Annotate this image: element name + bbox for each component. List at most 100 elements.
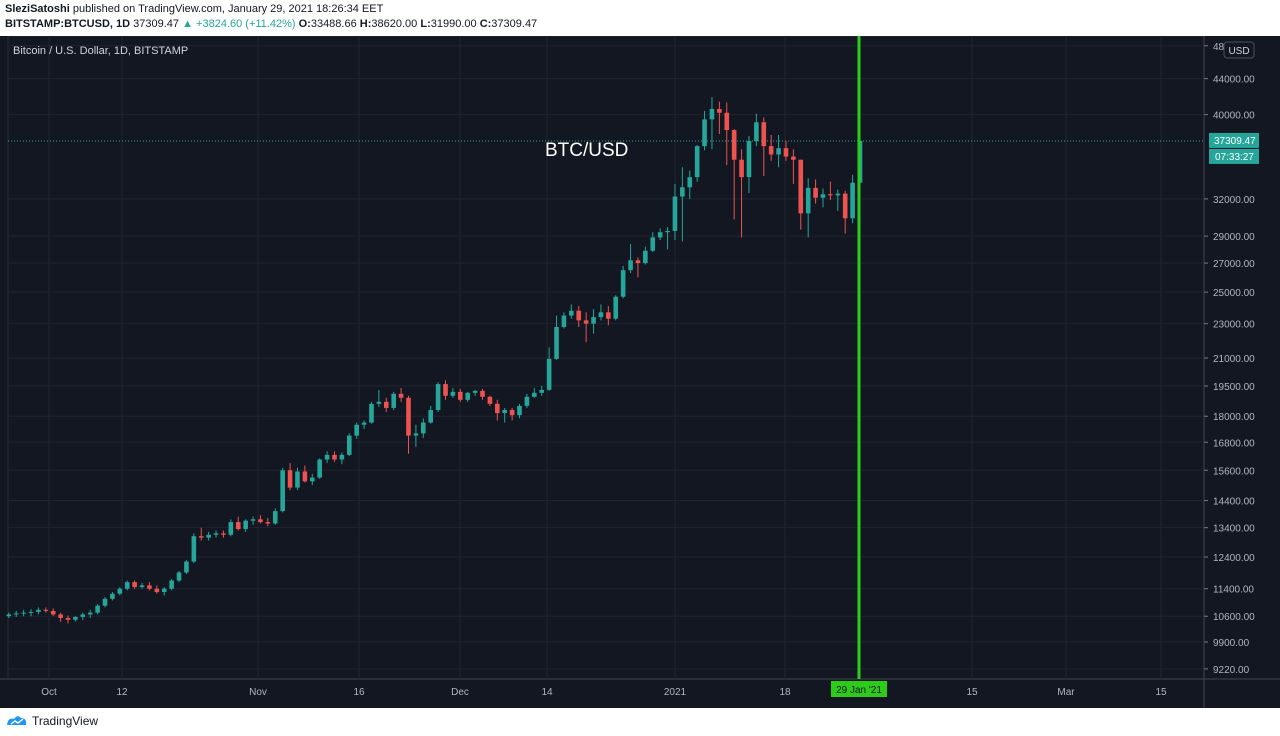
countdown-badge-label: 07:33:27 bbox=[1215, 152, 1254, 163]
candle bbox=[413, 424, 419, 447]
candle-body bbox=[583, 320, 589, 324]
candle bbox=[124, 580, 130, 591]
x-tick-label: 2021 bbox=[664, 687, 687, 698]
candle-body bbox=[458, 391, 463, 400]
price-axis[interactable]: 48000.0044000.0040000.0032000.0029000.00… bbox=[1204, 42, 1255, 676]
candle bbox=[383, 397, 389, 413]
candle-body bbox=[413, 433, 419, 436]
candle-body bbox=[332, 454, 337, 460]
x-tick-label: 14 bbox=[541, 687, 553, 698]
candle-body bbox=[798, 159, 804, 214]
tradingview-logo[interactable]: TradingView bbox=[6, 714, 98, 728]
candle-body bbox=[21, 612, 26, 614]
candle bbox=[850, 174, 855, 224]
candle-body bbox=[546, 358, 552, 390]
candle-body bbox=[776, 148, 781, 155]
candle-body bbox=[110, 593, 115, 599]
candle bbox=[176, 570, 182, 583]
candle bbox=[687, 170, 693, 199]
candle bbox=[791, 149, 796, 184]
candle bbox=[546, 347, 552, 391]
candle-body bbox=[820, 194, 826, 198]
candle bbox=[458, 388, 463, 402]
x-tick-label: Mar bbox=[1057, 687, 1075, 698]
candle bbox=[36, 607, 41, 615]
candle bbox=[813, 179, 818, 204]
candle bbox=[828, 181, 833, 201]
open-value: 33488.66 bbox=[310, 18, 357, 30]
candle-body bbox=[532, 392, 537, 397]
candle bbox=[635, 257, 641, 278]
candle-body bbox=[717, 109, 722, 113]
candle-body bbox=[13, 613, 19, 615]
candle bbox=[480, 388, 485, 400]
candle-body bbox=[783, 148, 789, 157]
candle bbox=[472, 389, 478, 396]
candle-body bbox=[465, 392, 471, 400]
candle bbox=[43, 607, 49, 613]
candle-body bbox=[176, 572, 182, 581]
candle-body bbox=[258, 519, 263, 523]
candle bbox=[761, 117, 767, 177]
candle bbox=[435, 382, 441, 413]
candle bbox=[21, 609, 26, 617]
candle-body bbox=[302, 471, 308, 482]
chart-area[interactable]: 48000.0044000.0040000.0032000.0029000.00… bbox=[0, 35, 1280, 708]
symbol-label: BITSTAMP:BTCUSD, 1D bbox=[5, 18, 131, 30]
candle-body bbox=[391, 393, 396, 408]
candle bbox=[95, 603, 100, 615]
candle-body bbox=[828, 194, 833, 196]
y-tick-label: 9900.00 bbox=[1213, 638, 1250, 649]
candle bbox=[539, 385, 545, 396]
y-tick-label: 44000.00 bbox=[1213, 75, 1255, 86]
candle-body bbox=[191, 536, 197, 562]
candle bbox=[561, 312, 567, 329]
candle-body bbox=[287, 470, 293, 488]
candle-body bbox=[502, 409, 508, 414]
y-tick-label: 23000.00 bbox=[1213, 320, 1255, 331]
candle bbox=[591, 309, 596, 334]
candle-body bbox=[672, 196, 678, 231]
candle bbox=[835, 189, 841, 211]
candle bbox=[606, 305, 611, 326]
candle bbox=[250, 516, 256, 525]
time-axis[interactable]: Oct 12 Nov 16 Dec 14 2021 18 15 Mar 15 bbox=[41, 687, 1167, 698]
candle-body bbox=[524, 396, 530, 406]
candle bbox=[65, 615, 71, 624]
change-value: +3824.60 (+11.42%) bbox=[196, 18, 296, 30]
candle bbox=[554, 315, 559, 360]
candlestick-chart[interactable]: 48000.0044000.0040000.0032000.0029000.00… bbox=[0, 35, 1280, 708]
candle-body bbox=[687, 177, 693, 188]
candle-body bbox=[724, 112, 730, 131]
currency-badge[interactable]: USD bbox=[1223, 41, 1255, 59]
candle bbox=[346, 433, 352, 457]
candle bbox=[842, 190, 848, 234]
candle-body bbox=[213, 533, 219, 535]
candle bbox=[221, 530, 226, 538]
candle bbox=[169, 578, 174, 591]
candle bbox=[598, 304, 604, 321]
candle bbox=[228, 519, 234, 537]
candle-body bbox=[73, 616, 78, 620]
x-tick-label: 18 bbox=[779, 687, 791, 698]
candle bbox=[487, 395, 493, 406]
footer-bar: TradingView bbox=[0, 708, 1280, 736]
close-label: C: bbox=[479, 18, 492, 30]
y-tick-label: 18000.00 bbox=[1213, 412, 1255, 423]
candle-body bbox=[169, 580, 174, 589]
author-name[interactable]: SleziSatoshi bbox=[5, 3, 70, 15]
candle bbox=[657, 228, 663, 241]
candle bbox=[428, 405, 433, 424]
candle bbox=[739, 149, 744, 238]
candle-body bbox=[539, 389, 545, 393]
candle bbox=[235, 516, 241, 531]
candle bbox=[324, 451, 330, 464]
candle bbox=[717, 101, 722, 135]
date-marker-label: 29 Jan '21 bbox=[836, 685, 882, 696]
candle-body bbox=[554, 326, 559, 359]
candle-body bbox=[265, 522, 271, 524]
candle-body bbox=[154, 588, 160, 593]
candle-body bbox=[509, 409, 515, 416]
candle-body bbox=[480, 390, 485, 397]
candle-body bbox=[346, 435, 352, 455]
